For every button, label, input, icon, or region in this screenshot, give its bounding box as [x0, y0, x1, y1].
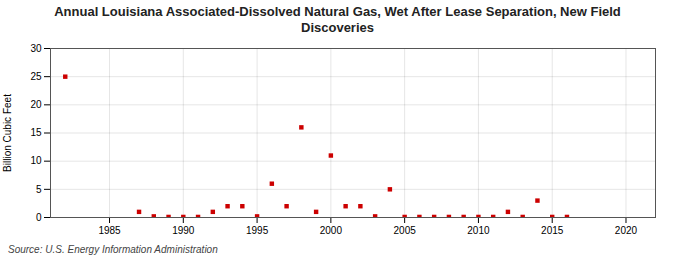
html-text:Source: U.S. Energy Informatio: Source: U.S. Energy Information Administ…: [8, 244, 218, 255]
svg-text:1995: 1995: [246, 225, 269, 236]
svg-text:20: 20: [30, 99, 42, 110]
svg-text:15: 15: [30, 127, 42, 138]
svg-text:5: 5: [36, 184, 42, 195]
svg-text:25: 25: [30, 71, 42, 82]
svg-text:30: 30: [30, 43, 42, 54]
svg-text:1990: 1990: [172, 225, 195, 236]
svg-text:2020: 2020: [615, 225, 638, 236]
html-text:Annual Louisiana Associated-Di: Annual Louisiana Associated-Dissolved Na…: [54, 4, 621, 35]
svg-text:2015: 2015: [541, 225, 564, 236]
svg-text:2005: 2005: [394, 225, 417, 236]
svg-text:2000: 2000: [320, 225, 343, 236]
svg-text:Billion Cubic Feet: Billion Cubic Feet: [2, 94, 13, 172]
svg-text:1985: 1985: [98, 225, 121, 236]
svg-text:2010: 2010: [467, 225, 490, 236]
svg-text:10: 10: [30, 155, 42, 166]
svg-text:0: 0: [36, 212, 42, 223]
